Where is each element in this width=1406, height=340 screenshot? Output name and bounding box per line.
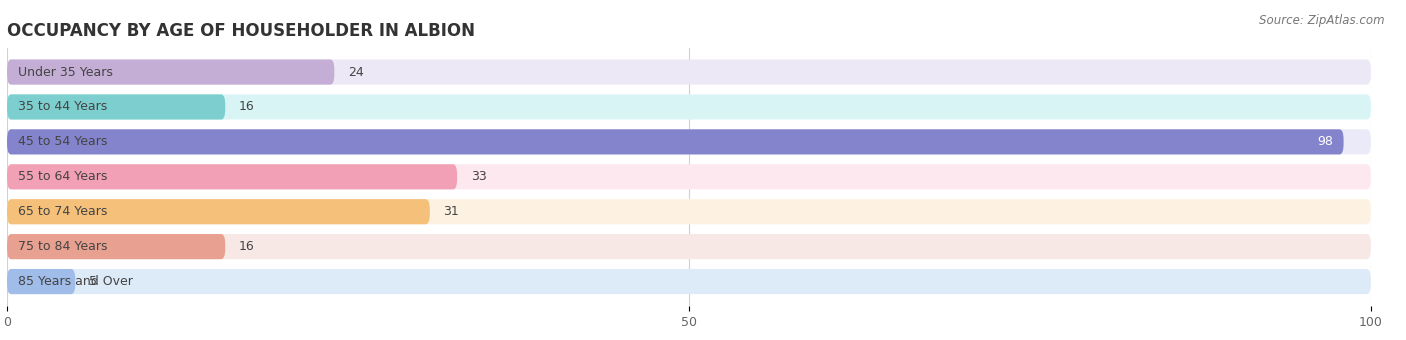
FancyBboxPatch shape xyxy=(7,199,1371,224)
FancyBboxPatch shape xyxy=(7,199,430,224)
Text: Under 35 Years: Under 35 Years xyxy=(18,66,112,79)
Text: 55 to 64 Years: 55 to 64 Years xyxy=(18,170,107,183)
Text: Source: ZipAtlas.com: Source: ZipAtlas.com xyxy=(1260,14,1385,27)
FancyBboxPatch shape xyxy=(7,269,76,294)
Text: 16: 16 xyxy=(239,240,254,253)
Text: 98: 98 xyxy=(1317,135,1333,148)
FancyBboxPatch shape xyxy=(7,95,225,120)
Text: 33: 33 xyxy=(471,170,486,183)
Text: 75 to 84 Years: 75 to 84 Years xyxy=(18,240,107,253)
FancyBboxPatch shape xyxy=(7,95,1371,120)
Text: 5: 5 xyxy=(89,275,97,288)
Text: 65 to 74 Years: 65 to 74 Years xyxy=(18,205,107,218)
Text: 16: 16 xyxy=(239,100,254,114)
Text: 85 Years and Over: 85 Years and Over xyxy=(18,275,132,288)
FancyBboxPatch shape xyxy=(7,164,457,189)
Text: 45 to 54 Years: 45 to 54 Years xyxy=(18,135,107,148)
FancyBboxPatch shape xyxy=(7,164,1371,189)
FancyBboxPatch shape xyxy=(7,129,1371,154)
Text: 35 to 44 Years: 35 to 44 Years xyxy=(18,100,107,114)
Text: OCCUPANCY BY AGE OF HOUSEHOLDER IN ALBION: OCCUPANCY BY AGE OF HOUSEHOLDER IN ALBIO… xyxy=(7,22,475,40)
FancyBboxPatch shape xyxy=(7,234,1371,259)
Text: 31: 31 xyxy=(443,205,460,218)
FancyBboxPatch shape xyxy=(7,59,1371,85)
FancyBboxPatch shape xyxy=(7,129,1344,154)
FancyBboxPatch shape xyxy=(7,269,1371,294)
FancyBboxPatch shape xyxy=(7,59,335,85)
FancyBboxPatch shape xyxy=(7,234,225,259)
Text: 24: 24 xyxy=(347,66,364,79)
